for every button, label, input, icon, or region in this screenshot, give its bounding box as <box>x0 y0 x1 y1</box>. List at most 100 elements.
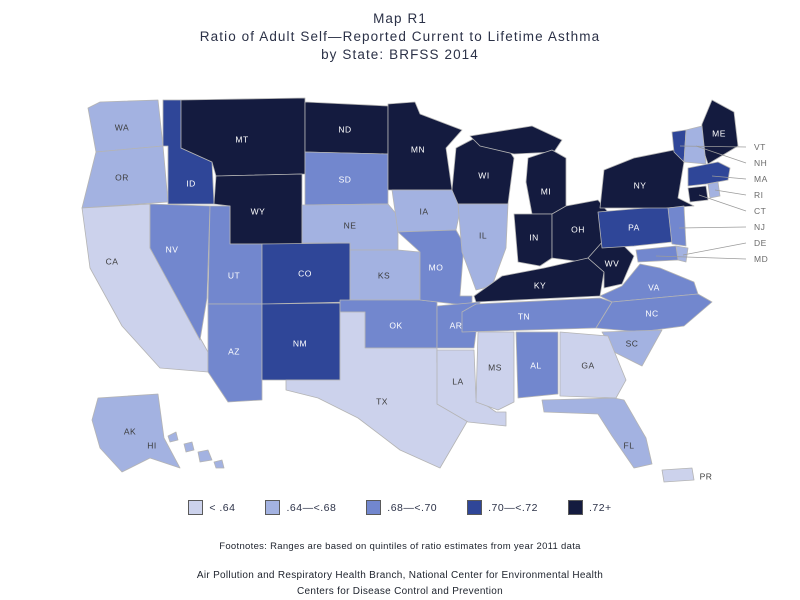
legend-swatch-3 <box>366 500 382 515</box>
state-label-NM: NM <box>293 338 307 348</box>
state-IN <box>513 213 553 267</box>
legend-swatch-5 <box>567 500 583 515</box>
state-label-IN: IN <box>529 232 539 242</box>
state-label-OR: OR <box>115 172 129 182</box>
state-GA <box>559 331 627 399</box>
state-label-SD: SD <box>339 174 352 184</box>
state-MI <box>525 149 567 215</box>
state-NC <box>595 293 713 333</box>
state-HI <box>183 441 195 453</box>
state-label-MO: MO <box>429 262 444 272</box>
legend-label-2: .64—<.68 <box>286 501 337 514</box>
legend-swatch-2 <box>265 500 281 515</box>
state-label-ID: ID <box>186 178 196 188</box>
legend-swatch-1 <box>188 500 204 515</box>
state-WA <box>87 99 164 153</box>
state-label-CT: CT <box>754 206 766 216</box>
state-label-NY: NY <box>634 180 647 190</box>
leader-line-DE <box>682 242 747 256</box>
state-label-DE: DE <box>754 238 767 248</box>
state-label-AR: AR <box>450 320 463 330</box>
state-label-PR: PR <box>700 471 713 481</box>
state-label-TX: TX <box>376 396 388 406</box>
state-label-OH: OH <box>571 224 585 234</box>
state-label-NV: NV <box>166 244 179 254</box>
state-NY <box>599 149 695 209</box>
state-label-LA: LA <box>452 376 463 386</box>
state-label-WY: WY <box>251 206 266 216</box>
state-shapes <box>81 97 739 483</box>
state-PR <box>661 467 695 483</box>
state-label-CA: CA <box>106 256 119 266</box>
state-label-GA: GA <box>581 360 594 370</box>
state-label-NH: NH <box>754 158 767 168</box>
state-label-MS: MS <box>488 362 502 372</box>
state-HI <box>213 459 225 469</box>
state-label-WI: WI <box>478 170 489 180</box>
state-label-AL: AL <box>530 360 541 370</box>
legend-item-4: .70—<.72 <box>467 500 538 515</box>
state-label-MI: MI <box>541 186 551 196</box>
title-block: Map R1 Ratio of Adult Self—Reported Curr… <box>0 10 800 64</box>
state-NV <box>149 203 211 341</box>
state-label-NE: NE <box>344 220 357 230</box>
legend-item-5: .72+ <box>567 500 612 515</box>
legend-item-2: .64—<.68 <box>265 500 336 515</box>
state-label-IA: IA <box>419 206 428 216</box>
leader-line-NJ <box>678 226 747 229</box>
state-label-AZ: AZ <box>228 346 240 356</box>
state-label-IL: IL <box>479 230 487 240</box>
state-label-RI: RI <box>754 190 764 200</box>
state-label-MA: MA <box>754 174 768 184</box>
legend-label-4: .70—<.72 <box>488 501 538 514</box>
state-MA <box>687 161 731 187</box>
footnote: Footnotes: Ranges are based on quintiles… <box>219 541 581 552</box>
state-label-UT: UT <box>228 270 240 280</box>
map-legend: < .64 .64—<.68 .68—<.70 .70—<.72 .72+ <box>0 500 800 515</box>
state-label-HI: HI <box>147 440 157 450</box>
state-CT <box>687 185 709 203</box>
state-FL <box>541 397 653 469</box>
state-NJ <box>667 205 687 247</box>
state-label-ME: ME <box>712 128 726 138</box>
state-HI <box>167 431 179 443</box>
state-label-NJ: NJ <box>754 222 765 232</box>
state-label-PA: PA <box>628 222 640 232</box>
credit-line-2: Centers for Disease Control and Preventi… <box>296 586 504 597</box>
state-HI <box>197 449 213 463</box>
map-subtitle-2: by State: BRFSS 2014 <box>321 47 479 62</box>
state-label-TN: TN <box>518 311 530 321</box>
state-label-ND: ND <box>338 124 351 134</box>
leader-line-NH <box>695 145 747 164</box>
state-label-FL: FL <box>624 440 635 450</box>
state-TN <box>461 297 613 333</box>
state-AK <box>91 393 181 473</box>
legend-label-3: .68—<.70 <box>387 501 438 514</box>
state-label-AK: AK <box>124 426 136 436</box>
state-RI <box>707 181 721 199</box>
state-label-SC: SC <box>626 338 639 348</box>
state-label-CO: CO <box>298 268 312 278</box>
legend-label-5: .72+ <box>588 501 612 514</box>
state-label-OK: OK <box>389 320 402 330</box>
state-label-KS: KS <box>378 270 390 280</box>
map-subtitle: Ratio of Adult Self—Reported Current to … <box>199 29 601 44</box>
state-label-MT: MT <box>235 134 248 144</box>
state-MD <box>635 245 679 263</box>
leader-line-MA <box>711 175 747 180</box>
leader-line-VT <box>679 145 747 148</box>
leader-line-CT <box>698 194 747 212</box>
state-label-WA: WA <box>115 122 129 132</box>
map-title: Map R1 <box>373 11 427 26</box>
state-TX <box>285 311 469 469</box>
state-label-WV: WV <box>605 258 620 268</box>
state-labels: WA OR CA NV ID MT WY UT CO AZ NM ND SD NE KS OK TX MN IA MO… <box>106 122 768 481</box>
state-label-MD: MD <box>754 254 768 264</box>
leader-line-MD <box>655 255 747 260</box>
state-label-NC: NC <box>645 308 658 318</box>
state-label-VA: VA <box>648 282 660 292</box>
state-label-VT: VT <box>754 142 766 152</box>
legend-label-1: < .64 <box>209 501 236 514</box>
state-label-MN: MN <box>411 144 425 154</box>
